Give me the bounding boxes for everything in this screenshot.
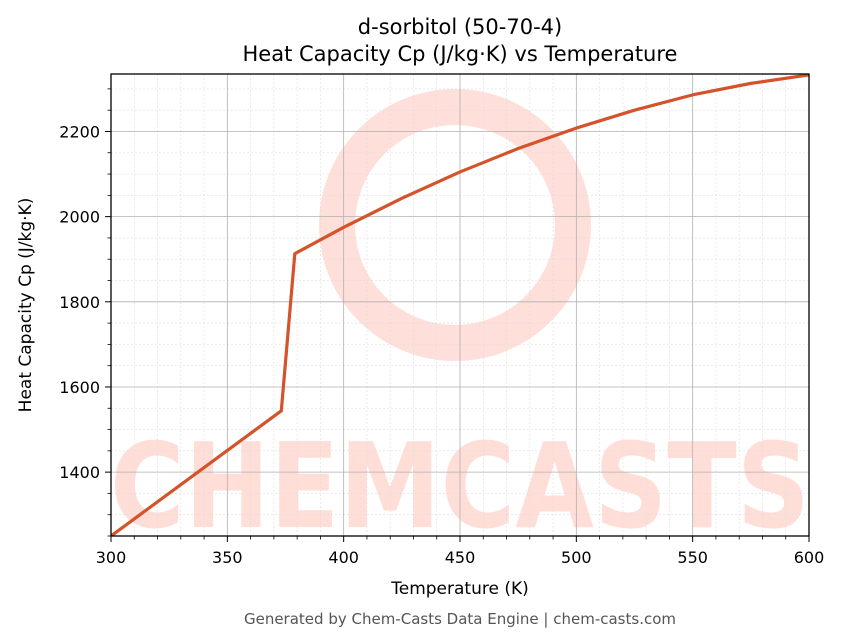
x-axis-label: Temperature (K) xyxy=(390,579,529,599)
x-tick-labels: 300 350 400 450 500 550 600 xyxy=(96,548,825,567)
x-tick-label: 300 xyxy=(96,548,127,567)
y-axis-label: Heat Capacity Cp (J/kg·K) xyxy=(16,198,36,413)
y-tick-labels: 1400 1600 1800 2000 2200 xyxy=(59,122,100,482)
y-tick-label: 1400 xyxy=(59,463,100,482)
footer-credit: Generated by Chem-Casts Data Engine | ch… xyxy=(244,610,676,628)
y-tick-label: 2000 xyxy=(59,208,100,227)
x-tick-label: 400 xyxy=(328,548,359,567)
chart-title: d-sorbitol (50-70-4) xyxy=(358,15,562,39)
x-tick-label: 500 xyxy=(561,548,592,567)
watermark-swirl xyxy=(319,89,591,361)
x-tick-label: 350 xyxy=(212,548,243,567)
y-tick-label: 1800 xyxy=(59,293,100,312)
axis-ticks xyxy=(105,88,810,542)
y-tick-label: 2200 xyxy=(59,122,100,141)
x-tick-label: 600 xyxy=(794,548,825,567)
chart-subtitle: Heat Capacity Cp (J/kg·K) vs Temperature xyxy=(243,42,678,66)
y-tick-label: 1600 xyxy=(59,378,100,397)
x-tick-label: 550 xyxy=(677,548,708,567)
cp-series-line xyxy=(111,74,809,536)
x-tick-label: 450 xyxy=(445,548,476,567)
